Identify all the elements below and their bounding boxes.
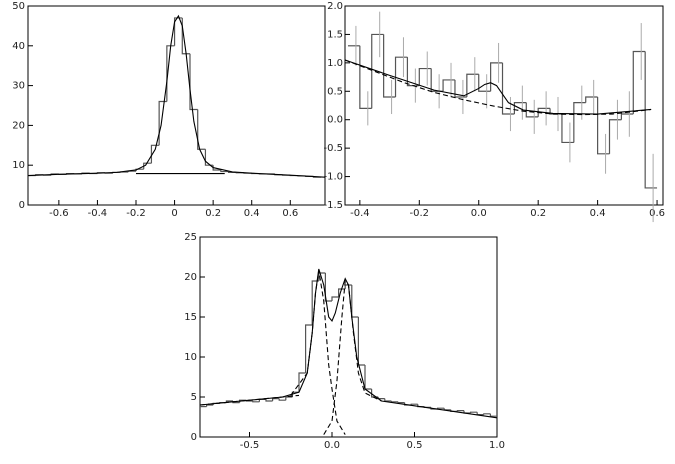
histogram-step: [430, 68, 444, 92]
x-tick-label: 0.4: [590, 208, 606, 219]
histogram-step: [410, 403, 418, 405]
y-tick-label: 1.0: [327, 58, 343, 69]
histogram-step: [644, 51, 658, 189]
y-tick-label: 30: [12, 81, 25, 92]
x-tick-label: 0.2: [530, 208, 546, 219]
histogram-step: [220, 169, 229, 173]
y-tick-label: 5: [191, 392, 197, 403]
x-tick-label: 0.5: [407, 440, 423, 451]
histogram-step: [384, 398, 392, 402]
y-tick-label: 40: [12, 41, 25, 52]
histogram-step: [525, 102, 539, 118]
y-tick-label: 10: [184, 352, 197, 363]
histogram-step: [489, 413, 497, 417]
y-tick-label: 0: [191, 432, 197, 443]
histogram-step: [470, 411, 478, 413]
fit-curve: [199, 394, 300, 406]
histogram-step: [573, 102, 586, 143]
x-tick-label: -0.2: [410, 208, 430, 219]
y-tick-label: 20: [12, 120, 25, 131]
histogram-step: [483, 413, 491, 415]
plot-frame: [199, 236, 498, 438]
histogram-step: [189, 53, 198, 111]
histogram-step: [359, 45, 372, 109]
histogram-step: [397, 401, 405, 404]
fit-curve: [290, 270, 346, 435]
histogram-step: [298, 372, 306, 393]
y-tick-label: 20: [184, 272, 197, 283]
histogram-step: [418, 67, 432, 86]
y-tick-label: 0: [19, 200, 25, 211]
y-tick-label: 0.0: [327, 115, 343, 126]
x-tick-label: -0.4: [350, 208, 370, 219]
y-tick-label: -1.0: [323, 172, 343, 183]
y-tick-label: 50: [12, 1, 25, 12]
x-tick-label: -0.2: [126, 208, 146, 219]
histogram-step: [490, 62, 503, 92]
x-tick-label: 1.0: [489, 440, 505, 451]
histogram-step: [357, 317, 365, 366]
histogram-step: [632, 50, 646, 115]
histogram-step: [197, 109, 206, 150]
x-tick-label: -0.6: [49, 208, 69, 219]
histogram-step: [476, 412, 484, 416]
x-tick-label: 0.6: [282, 208, 298, 219]
histogram-step: [206, 404, 214, 407]
x-tick-label: 0.2: [205, 208, 221, 219]
fit-curve: [323, 279, 382, 435]
histogram-step: [377, 397, 385, 400]
histogram-step: [443, 408, 451, 411]
histogram-step: [394, 56, 408, 97]
plot-frame: [344, 5, 664, 206]
plot-frame: [27, 5, 326, 206]
histogram-step: [305, 324, 313, 373]
histogram-step: [338, 288, 346, 297]
x-tick-label: 0: [171, 208, 177, 219]
histogram-step: [442, 79, 455, 92]
histogram-step: [291, 391, 299, 397]
histogram-step: [364, 365, 372, 390]
histogram-step: [456, 410, 464, 412]
y-tick-label: -1.5: [323, 200, 343, 211]
histogram-step: [265, 399, 273, 402]
histogram-step: [383, 34, 396, 98]
fit-curve: [199, 268, 498, 419]
y-tick-label: 15: [184, 312, 197, 323]
y-tick-label: 1.5: [327, 29, 343, 40]
y-tick-label: 25: [184, 232, 197, 243]
histogram-step: [331, 296, 339, 301]
y-tick-label: 10: [12, 160, 25, 171]
histogram-step: [585, 96, 598, 103]
histogram-step: [351, 285, 359, 318]
x-tick-label: 0.6: [649, 208, 665, 219]
histogram-step: [620, 113, 634, 120]
y-tick-label: 2.0: [327, 1, 343, 12]
y-tick-label: 0.5: [327, 86, 343, 97]
x-tick-label: -0.5: [240, 440, 260, 451]
histogram-step: [390, 401, 398, 403]
x-tick-label: 0.4: [244, 208, 260, 219]
y-tick-label: -0.5: [323, 143, 343, 154]
histogram-step: [272, 398, 280, 401]
x-tick-label: 0.0: [471, 208, 487, 219]
histogram-step: [278, 398, 286, 401]
histogram-step: [501, 62, 515, 115]
x-tick-label: -0.4: [88, 208, 108, 219]
histogram-step: [212, 165, 221, 171]
histogram-step: [258, 398, 266, 402]
fit-curve: [27, 14, 326, 178]
histogram-step: [561, 114, 574, 144]
fit-curve: [344, 59, 652, 116]
x-tick-label: 0.0: [324, 440, 340, 451]
histogram-step: [597, 96, 610, 155]
histogram-step: [285, 396, 293, 401]
fit-curve: [344, 59, 652, 115]
histogram-step: [143, 162, 152, 170]
histogram-step: [608, 119, 622, 154]
histogram-step: [252, 401, 260, 403]
histogram-step: [324, 273, 332, 302]
